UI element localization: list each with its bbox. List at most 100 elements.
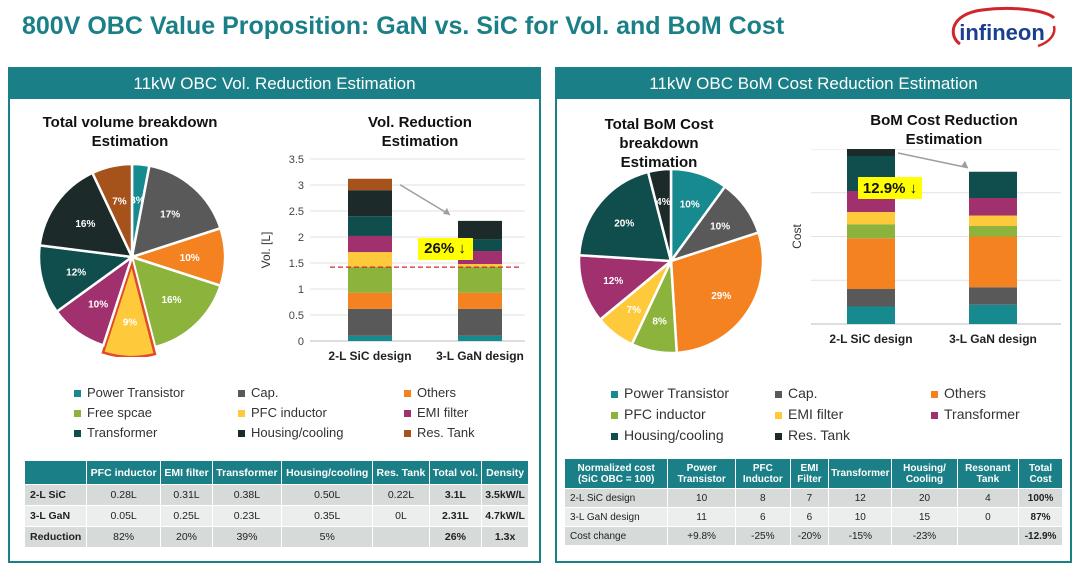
volume-bar-ytick-label: 1 — [298, 284, 304, 296]
volume-table-cell: 2.31L — [428, 505, 483, 527]
cost-bar-category-label: 2-L SiC design — [829, 332, 912, 346]
cost-legend-item-pfc-inductor: PFC inductor — [611, 406, 706, 422]
volume-pie-slice-label-housing-cooling: 16% — [75, 219, 95, 230]
cost-legend-swatch — [611, 411, 618, 419]
cost-table-header-cell: Normalized cost (SiC OBC = 100) — [563, 458, 669, 489]
volume-pie-slice-free-spcae — [130, 255, 223, 349]
volume-pie-chart: 3% 17% 10% 16% 9% 10% 12% 16% 7% — [37, 162, 227, 357]
volume-table-row: 3-L GaN 0.05L 0.25L 0.23L 0.35L 0L 2.31L 4.7kW/… — [23, 505, 529, 527]
cost-legend-label: Others — [944, 385, 987, 401]
volume-legend-swatch — [404, 410, 411, 418]
cost-table-cell: 12 — [828, 488, 893, 508]
volume-legend-label: Housing/cooling — [251, 425, 344, 440]
volume-table-cell: 4.7kW/L — [481, 505, 529, 527]
cost-legend-swatch — [931, 411, 938, 419]
cost-pie-slice-housing-cooling — [577, 170, 673, 263]
cost-table-cell: -12.9% — [1018, 526, 1063, 546]
cost-bar-bar-3-l-gan-design-pfc-inductor — [969, 226, 1017, 237]
cost-table-header-cell: PFC Inductor — [734, 458, 791, 489]
cost-pie-slice-label-emi-filter: 7% — [627, 305, 642, 316]
cost-bar-title: BoM Cost Reduction Estimation — [870, 112, 1018, 148]
volume-legend-item-power-transistor: Power Transistor — [74, 385, 185, 400]
volume-table: PFC inductor EMI filter Transformer Housing… — [23, 460, 529, 548]
cost-legend-swatch — [611, 390, 618, 398]
volume-pie-slice-res-tank — [90, 162, 134, 258]
volume-legend-swatch — [74, 410, 81, 418]
cost-table-cell: Cost change — [563, 526, 669, 546]
volume-table-cell: Reduction — [23, 526, 88, 548]
volume-pie-title: Total volume breakdown Estimation — [42, 114, 218, 150]
cost-table-cell: -20% — [789, 526, 830, 546]
volume-bar-bar-3-l-gan-design-others — [458, 292, 502, 309]
volume-bar-ytick-label: 0.5 — [289, 310, 304, 322]
cost-legend-label: Transformer — [944, 406, 1020, 422]
volume-table-header-cell: Density — [481, 460, 529, 485]
cost-pie-title: Total BoM Cost breakdown Estimation — [604, 116, 714, 171]
volume-table-cell: 0.22L — [372, 484, 430, 506]
volume-table-cell: 2-L SiC — [23, 484, 88, 506]
volume-table-cell: 0.50L — [281, 484, 374, 506]
cost-table-cell: 10 — [828, 507, 893, 527]
cost-bar-bar-2-l-sic-design-emi-filter — [847, 212, 895, 225]
volume-pie-slice-label-transformer: 12% — [66, 267, 86, 278]
cost-reduction-badge: 12.9% ↓ — [863, 180, 917, 197]
volume-bar-ytick-label: 0 — [298, 336, 304, 348]
volume-bar-chart: 0 0.5 1 1.5 2 2.5 3 3.5 Vol. [L] 2-L SiC design 3-… — [259, 154, 525, 363]
volume-pie-slice-label-power-transistor: 3% — [130, 196, 145, 207]
cost-legend-label: Power Transistor — [624, 385, 730, 401]
cost-pie-slice-label-others: 29% — [711, 291, 731, 302]
cost-table-header-cell: Resonant Tank — [956, 458, 1020, 489]
volume-panel: 11kW OBC Vol. Reduction Estimation Total… — [8, 67, 541, 563]
cost-table-cell: 100% — [1018, 488, 1063, 508]
volume-pie-slice-housing-cooling — [38, 171, 135, 259]
volume-legend-swatch — [238, 410, 245, 418]
cost-legend-item-others: Others — [931, 385, 986, 401]
cost-pie-slice-label-power-transistor: 10% — [680, 199, 700, 210]
cost-legend-item-res-tank: Res. Tank — [775, 427, 850, 443]
cost-table-cell: 6 — [789, 507, 830, 527]
page-title: 800V OBC Value Proposition: GaN vs. SiC … — [22, 12, 785, 40]
cost-table-cell: 4 — [956, 488, 1020, 508]
cost-table-cell: 15 — [891, 507, 958, 527]
cost-bar-category-label: 3-L GaN design — [949, 332, 1037, 346]
volume-bar-bar-3-l-gan-design-cap — [458, 308, 502, 336]
cost-pie-slice-transformer — [577, 253, 675, 322]
volume-bar-bar-2-l-sic-design-transformer — [348, 216, 392, 236]
volume-legend-swatch — [74, 430, 81, 438]
volume-bar-ytick-label: 2.5 — [289, 206, 304, 218]
volume-pie-slice-pfc-inductor — [101, 259, 157, 357]
volume-table-cell: 0.31L — [160, 484, 213, 506]
volume-legend-label: Res. Tank — [417, 425, 475, 440]
volume-pie-slice-label-cap: 17% — [160, 210, 180, 221]
volume-table-cell: 3.1L — [428, 484, 483, 506]
cost-legend-swatch — [775, 432, 782, 440]
cost-bar-arrow — [897, 152, 969, 169]
cost-legend-label: Housing/cooling — [624, 427, 724, 443]
cost-pie-chart: 10% 10% 29% 8% 7% 12% 20% 4% — [577, 167, 765, 355]
volume-table-cell: 0.05L — [86, 505, 162, 527]
volume-legend-label: Power Transistor — [87, 385, 185, 400]
volume-bar-bar-3-l-gan-design-transformer — [458, 239, 502, 252]
volume-table-cell: 1.3x — [481, 526, 529, 548]
volume-pie-slice-label-free-spcae: 16% — [161, 295, 181, 306]
cost-legend-item-transformer: Transformer — [931, 406, 1020, 422]
cost-table-cell: 3-L GaN design — [563, 507, 669, 527]
volume-legend-label: Free spcae — [87, 405, 153, 420]
volume-legend-item-transformer: Transformer — [74, 425, 157, 440]
cost-table-cell: -25% — [734, 526, 791, 546]
volume-legend-label: Transformer — [87, 425, 158, 440]
volume-bar-bar-3-l-gan-design-housing-cooling — [458, 220, 502, 240]
cost-legend-label: Cap. — [788, 385, 818, 401]
cost-pie-slice-res-tank — [646, 167, 673, 262]
volume-reduction-badge: 26% ↓ — [424, 240, 466, 257]
cost-table-cell: 87% — [1018, 507, 1063, 527]
volume-legend-label: Others — [417, 385, 457, 400]
cost-bar-bar-3-l-gan-design-power-transistor — [969, 304, 1017, 324]
volume-legend-item-free-spcae: Free spcae — [74, 405, 152, 420]
cost-table-cell: 10 — [667, 488, 736, 508]
volume-table-header-cell: Res. Tank — [372, 460, 430, 485]
volume-table-header-cell: Housing/cooling — [281, 460, 374, 485]
cost-legend-swatch — [775, 411, 782, 419]
cost-table-row: 2-L SiC design 10 8 7 12 20 4 100% — [563, 488, 1063, 508]
volume-bar-bar-2-l-sic-design-others — [348, 292, 392, 309]
